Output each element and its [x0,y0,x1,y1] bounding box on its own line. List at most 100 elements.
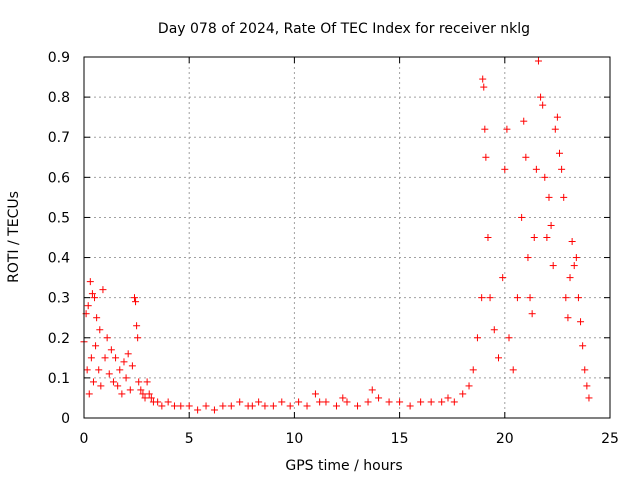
data-point [143,378,151,386]
data-point [534,57,542,65]
data-point [568,238,576,246]
data-point [84,302,92,310]
x-tick-label: 10 [285,431,303,447]
data-point [87,354,95,362]
y-tick-label: 0 [61,411,70,427]
y-tick-label: 0.9 [48,50,70,66]
data-point [316,398,324,406]
data-point [450,398,458,406]
data-point [481,125,489,133]
data-point [248,402,256,410]
data-point [130,294,138,302]
data-points [80,57,593,414]
data-point [564,314,572,322]
plot-frame [83,56,611,419]
x-tick-label: 5 [185,431,194,447]
data-point [558,165,566,173]
data-point [375,394,383,402]
data-point [499,274,507,282]
data-point [124,350,132,358]
data-point [528,310,536,318]
data-point [210,406,218,414]
data-point [490,326,498,334]
data-point [484,234,492,241]
data-point [322,398,330,406]
data-point [545,193,553,201]
data-point [505,334,513,342]
data-point [95,366,103,374]
y-tick-label: 0.2 [48,331,70,347]
data-point [579,342,587,350]
data-point [473,334,481,342]
x-tick-label: 25 [601,431,619,447]
data-point [406,402,414,410]
data-point [122,374,130,382]
data-point [269,402,277,410]
data-point [255,398,263,406]
y-tick-label: 0.3 [48,291,70,307]
data-point [574,294,582,302]
data-point [219,402,227,410]
data-point [202,402,210,410]
data-point [583,382,591,390]
data-point [427,398,435,406]
data-point [513,294,521,302]
data-point [158,402,166,410]
data-point [128,362,136,370]
data-point [133,322,141,330]
data-point [96,326,104,334]
data-point [478,294,486,302]
y-tick-label: 0.1 [48,371,70,387]
data-point [520,117,528,125]
data-point [547,221,555,229]
data-point [543,234,551,241]
data-point [480,83,488,91]
data-point [553,113,561,121]
data-point [109,378,117,386]
y-tick-label: 0.5 [48,210,70,226]
data-point [112,354,120,362]
data-point [560,193,568,201]
data-point [459,390,467,398]
data-point [581,366,589,374]
data-point [396,398,404,406]
data-point [303,402,311,410]
data-point [354,402,362,410]
data-point [486,294,494,302]
y-tick-label: 0.4 [48,251,70,267]
data-point [141,394,149,402]
x-tick-label: 15 [391,431,409,447]
data-point [194,406,202,414]
data-point [101,354,109,362]
data-point [562,294,570,302]
data-point [83,366,91,374]
data-point [526,294,534,302]
data-point [135,378,143,386]
y-axis-title: ROTI / TECUs [6,191,22,283]
data-point [154,398,162,406]
data-point [97,382,105,390]
chart-title: Day 078 of 2024, Rate Of TEC Index for r… [158,21,530,37]
data-point [501,165,509,173]
data-point [126,386,134,394]
data-point [549,262,557,270]
data-point [518,213,526,221]
y-tick-label: 0.8 [48,90,70,106]
data-point [261,402,269,410]
data-point [116,366,124,374]
data-point [120,358,128,366]
data-point [537,93,545,101]
data-point [134,334,142,342]
data-point [139,390,147,398]
data-point [85,390,93,398]
data-point [532,165,540,173]
data-point [494,354,502,362]
data-point [86,278,94,286]
data-point [539,101,547,109]
data-point [170,402,178,410]
y-tick-label: 0.6 [48,170,70,186]
data-point [385,398,393,406]
data-point [311,390,319,398]
data-point [585,394,593,402]
